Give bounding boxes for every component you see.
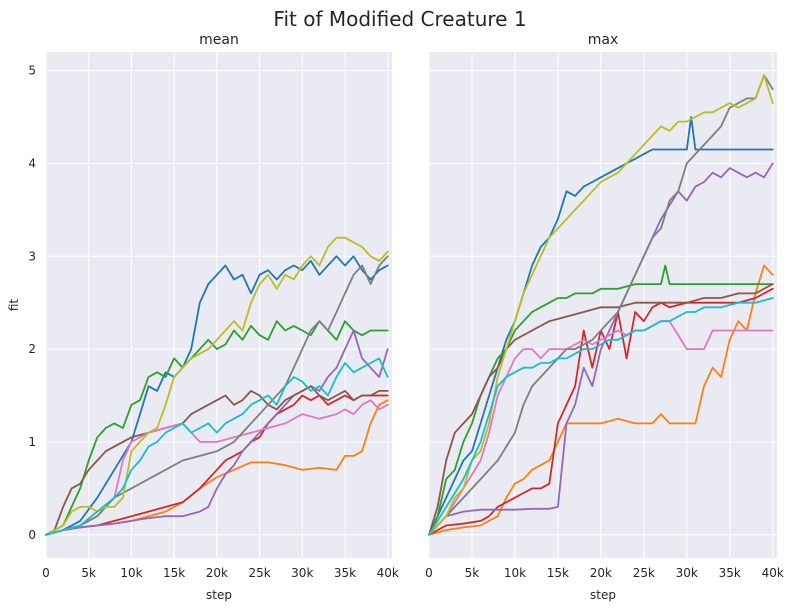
y-tick-label: 3: [28, 249, 36, 263]
series-line-max-8: [428, 74, 774, 536]
x-tick-label: 15k: [163, 566, 185, 580]
series-line-mean-4: [45, 329, 389, 536]
x-tick-label: 35k: [719, 566, 741, 580]
series-line-max-2: [428, 264, 774, 536]
subplots: 0 5k 10k 15k 20k 25k 30k 35k 40k 0 1 2 3 4 5 mean step fi…: [7, 32, 784, 602]
subplot-title: mean: [199, 32, 239, 48]
x-tick-label: 10k: [120, 566, 142, 580]
x-tick-label: 30k: [676, 566, 698, 580]
x-tick-label: 25k: [633, 566, 655, 580]
x-tick-label: 5k: [465, 566, 480, 580]
x-tick-label: 5k: [81, 566, 96, 580]
x-tick-label: 0: [425, 566, 433, 580]
series-line-mean-7: [45, 255, 389, 536]
series-line-mean-8: [45, 236, 389, 536]
x-tick-label: 30k: [291, 566, 313, 580]
figure-title: Fit of Modified Creature 1: [273, 7, 526, 31]
y-tick-label: 1: [28, 435, 36, 449]
series-line-max-1: [428, 264, 774, 536]
y-tick-label: 0: [28, 528, 36, 542]
plot-area: [46, 52, 392, 558]
x-tick-label: 40k: [762, 566, 784, 580]
x-tick-label: 10k: [504, 566, 526, 580]
series-line-max-9: [428, 297, 774, 536]
series-line-mean-3: [45, 394, 389, 536]
y-tick-label: 2: [28, 342, 36, 356]
subplot-mean: 0 5k 10k 15k 20k 25k 30k 35k 40k 0 1 2 3 4 5 mean step fi…: [7, 32, 399, 602]
series-line-max-7: [428, 74, 774, 536]
x-tick-label: 15k: [547, 566, 569, 580]
x-axis-label: step: [206, 588, 232, 602]
y-axis-label: fit: [7, 299, 21, 312]
series-line-max-6: [428, 320, 774, 536]
x-tick-label: 35k: [334, 566, 356, 580]
subplot-max: 0 5k 10k 15k 20k 25k 30k 35k 40k max step: [425, 32, 784, 602]
x-tick-label: 20k: [590, 566, 612, 580]
series-line-mean-9: [45, 357, 389, 536]
series-line-mean-0: [45, 255, 389, 536]
x-tick-label: 20k: [206, 566, 228, 580]
series-line-mean-5: [45, 385, 389, 536]
x-tick-label: 25k: [248, 566, 270, 580]
series-line-max-5: [428, 283, 774, 536]
series-line-mean-2: [45, 320, 389, 536]
x-tick-label: 40k: [377, 566, 399, 580]
y-tick-label: 5: [28, 64, 36, 78]
plot-area: [429, 52, 777, 558]
subplot-title: max: [588, 32, 619, 48]
y-tick-label: 4: [28, 156, 36, 170]
series-line-max-0: [428, 116, 774, 536]
x-axis-label: step: [590, 588, 616, 602]
x-tick-label: 0: [42, 566, 50, 580]
